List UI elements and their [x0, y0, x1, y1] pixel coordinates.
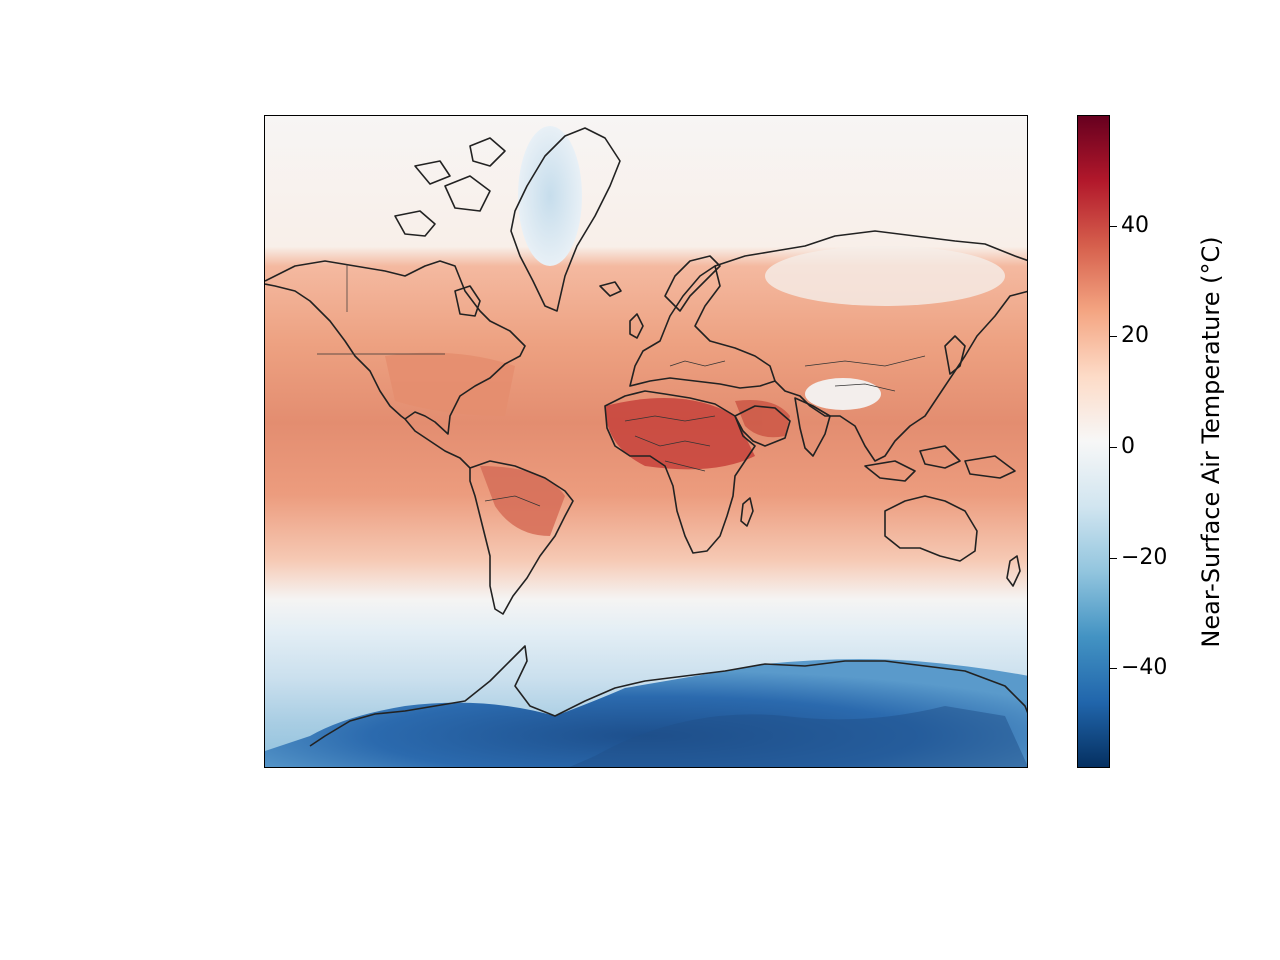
map-panel[interactable] [264, 115, 1028, 768]
colorbar-tick-label: 40 [1121, 212, 1149, 238]
greenland-ice [518, 126, 582, 266]
colorbar-tick [1110, 336, 1117, 338]
colorbar-tick [1110, 447, 1117, 449]
siberia-cool [765, 246, 1005, 306]
colorbar-tick-label: −40 [1121, 655, 1168, 681]
coastlines [265, 127, 1027, 747]
colorbar-tick-label: 0 [1121, 434, 1135, 460]
colorbar [1077, 115, 1110, 768]
temperature-map [265, 116, 1027, 767]
colorbar-tick [1110, 225, 1117, 227]
colorbar-tick-label: 20 [1121, 323, 1149, 349]
colorbar-tick [1110, 557, 1117, 559]
country-borders [317, 264, 926, 507]
tibet-cold [805, 378, 881, 410]
colorbar-tick [1110, 668, 1117, 670]
colorbar-tick-label: −20 [1121, 544, 1168, 570]
colorbar-label: Near-Surface Air Temperature (°C) [1197, 236, 1225, 648]
